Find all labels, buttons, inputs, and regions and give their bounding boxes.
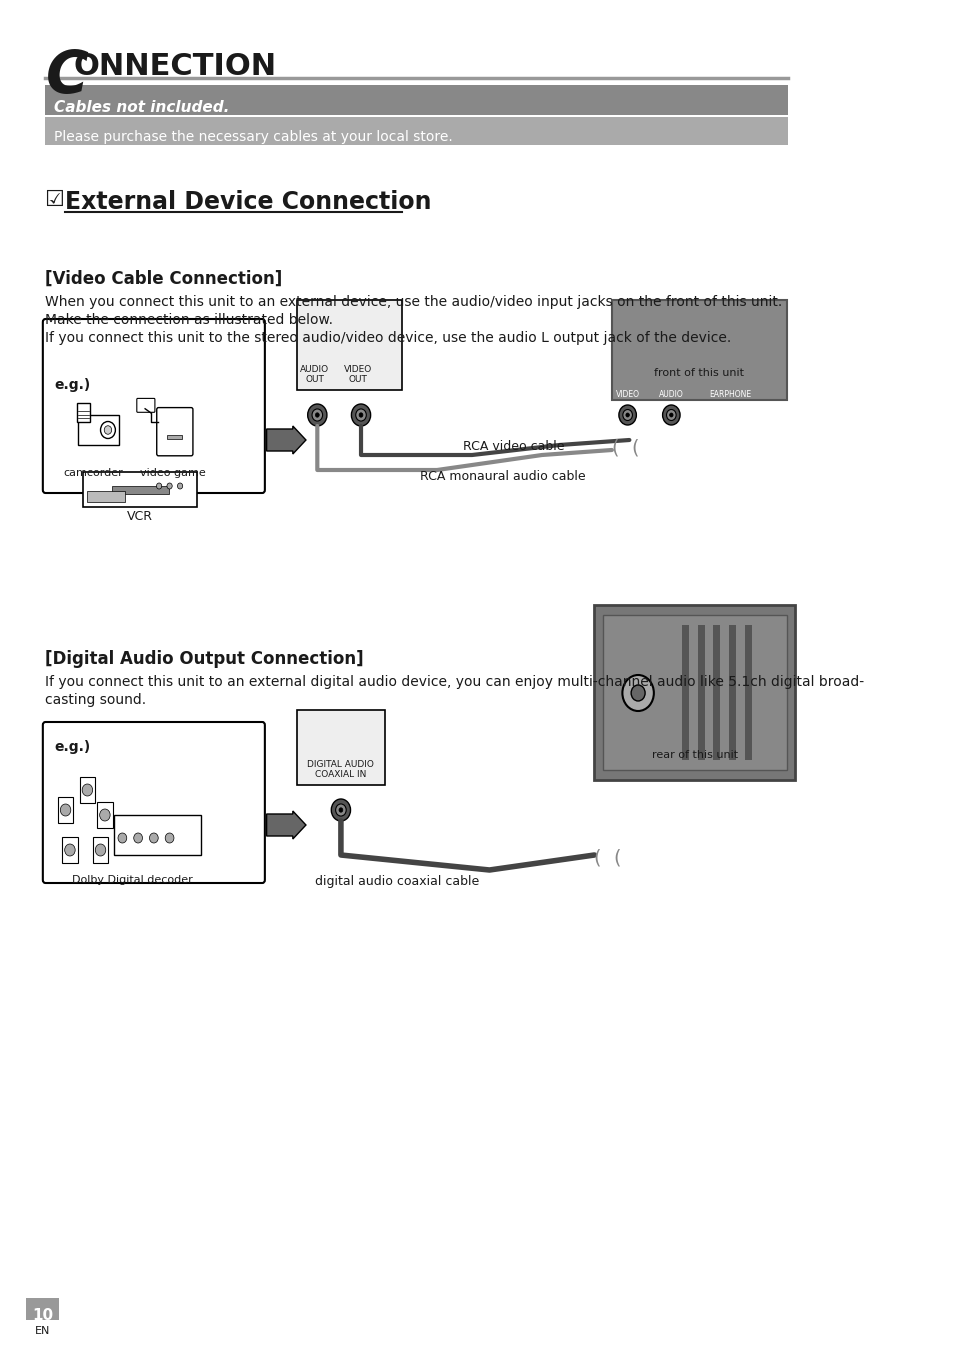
Bar: [681, 625, 688, 760]
FancyBboxPatch shape: [136, 399, 154, 412]
Text: video game: video game: [140, 468, 206, 479]
Text: RCA monaural audio cable: RCA monaural audio cable: [419, 470, 584, 483]
Bar: [594, 605, 795, 780]
Circle shape: [156, 483, 162, 489]
Text: AUDIO: AUDIO: [659, 390, 683, 399]
Circle shape: [150, 833, 158, 842]
Circle shape: [662, 404, 679, 425]
Text: C: C: [46, 49, 89, 105]
Text: casting sound.: casting sound.: [46, 693, 147, 706]
Text: front of this unit: front of this unit: [654, 368, 743, 377]
Text: digital audio coaxial cable: digital audio coaxial cable: [314, 875, 478, 888]
Bar: [62, 837, 78, 863]
Text: VCR: VCR: [127, 510, 152, 523]
Circle shape: [312, 408, 322, 421]
Text: Dolby Digital decoder: Dolby Digital decoder: [72, 875, 193, 886]
Circle shape: [100, 422, 115, 438]
Circle shape: [625, 412, 629, 417]
Circle shape: [622, 410, 632, 421]
Circle shape: [666, 410, 676, 421]
Circle shape: [60, 803, 71, 816]
Circle shape: [95, 844, 106, 856]
Circle shape: [65, 844, 75, 856]
Bar: [97, 802, 112, 828]
Text: [Digital Audio Output Connection]: [Digital Audio Output Connection]: [46, 650, 364, 669]
FancyArrow shape: [266, 811, 306, 838]
Text: If you connect this unit to the stereo audio/video device, use the audio L outpu: If you connect this unit to the stereo a…: [46, 332, 731, 345]
Bar: [26, 1298, 59, 1320]
Text: RCA video cable: RCA video cable: [463, 439, 564, 453]
Bar: [57, 797, 73, 824]
Text: e.g.): e.g.): [54, 377, 91, 392]
Text: AUDIO
OUT: AUDIO OUT: [300, 365, 329, 384]
Circle shape: [331, 799, 350, 821]
Text: ☑: ☑: [46, 190, 72, 210]
Text: When you connect this unit to an external device, use the audio/video input jack: When you connect this unit to an externa…: [46, 295, 781, 309]
FancyBboxPatch shape: [43, 319, 265, 493]
Text: ONNECTION: ONNECTION: [73, 53, 276, 81]
Bar: [92, 837, 109, 863]
Circle shape: [669, 412, 673, 417]
Circle shape: [308, 404, 327, 426]
Bar: [744, 625, 751, 760]
Circle shape: [355, 408, 366, 421]
FancyBboxPatch shape: [43, 723, 265, 883]
Text: 10: 10: [32, 1308, 53, 1322]
Text: VIDEO: VIDEO: [615, 390, 639, 399]
Text: (  (: ( (: [611, 438, 639, 457]
Text: EN: EN: [35, 1326, 51, 1336]
Bar: [297, 710, 384, 785]
Bar: [79, 776, 95, 803]
Circle shape: [621, 675, 653, 710]
Circle shape: [351, 404, 371, 426]
Text: Make the connection as illustrated below.: Make the connection as illustrated below…: [46, 313, 334, 328]
Circle shape: [165, 833, 173, 842]
Circle shape: [99, 809, 110, 821]
Circle shape: [177, 483, 183, 489]
Circle shape: [618, 404, 636, 425]
Text: External Device Connection: External Device Connection: [65, 190, 431, 214]
Circle shape: [338, 807, 342, 813]
FancyArrow shape: [266, 426, 306, 454]
FancyBboxPatch shape: [156, 407, 193, 456]
Circle shape: [335, 803, 346, 816]
Text: camcorder: camcorder: [64, 468, 123, 479]
Circle shape: [315, 412, 319, 417]
Bar: [167, 435, 182, 438]
Bar: [728, 625, 736, 760]
Bar: [297, 301, 401, 390]
Bar: [83, 472, 196, 507]
Text: (  (: ( (: [594, 848, 621, 868]
Bar: [78, 415, 119, 445]
Text: rear of this unit: rear of this unit: [651, 749, 738, 760]
Bar: [76, 403, 90, 422]
Text: If you connect this unit to an external digital audio device, you can enjoy mult: If you connect this unit to an external …: [46, 675, 863, 689]
Text: e.g.): e.g.): [54, 740, 91, 754]
Bar: [602, 615, 786, 770]
Text: DIGITAL AUDIO
COAXIAL IN: DIGITAL AUDIO COAXIAL IN: [307, 760, 374, 779]
Circle shape: [167, 483, 172, 489]
Bar: [46, 117, 787, 146]
Circle shape: [104, 426, 112, 434]
Bar: [112, 487, 169, 493]
Bar: [88, 491, 125, 501]
Circle shape: [358, 412, 362, 417]
Circle shape: [631, 685, 644, 701]
Bar: [46, 85, 787, 115]
Text: Please purchase the necessary cables at your local store.: Please purchase the necessary cables at …: [54, 129, 453, 144]
Bar: [697, 625, 704, 760]
Text: EARPHONE: EARPHONE: [708, 390, 750, 399]
Circle shape: [133, 833, 142, 842]
Bar: [611, 301, 786, 400]
Circle shape: [118, 833, 127, 842]
Text: Cables not included.: Cables not included.: [54, 100, 230, 115]
Circle shape: [82, 785, 92, 797]
Bar: [713, 625, 720, 760]
Bar: [113, 816, 201, 855]
Text: [Video Cable Connection]: [Video Cable Connection]: [46, 270, 282, 288]
Text: VIDEO
OUT: VIDEO OUT: [344, 365, 372, 384]
